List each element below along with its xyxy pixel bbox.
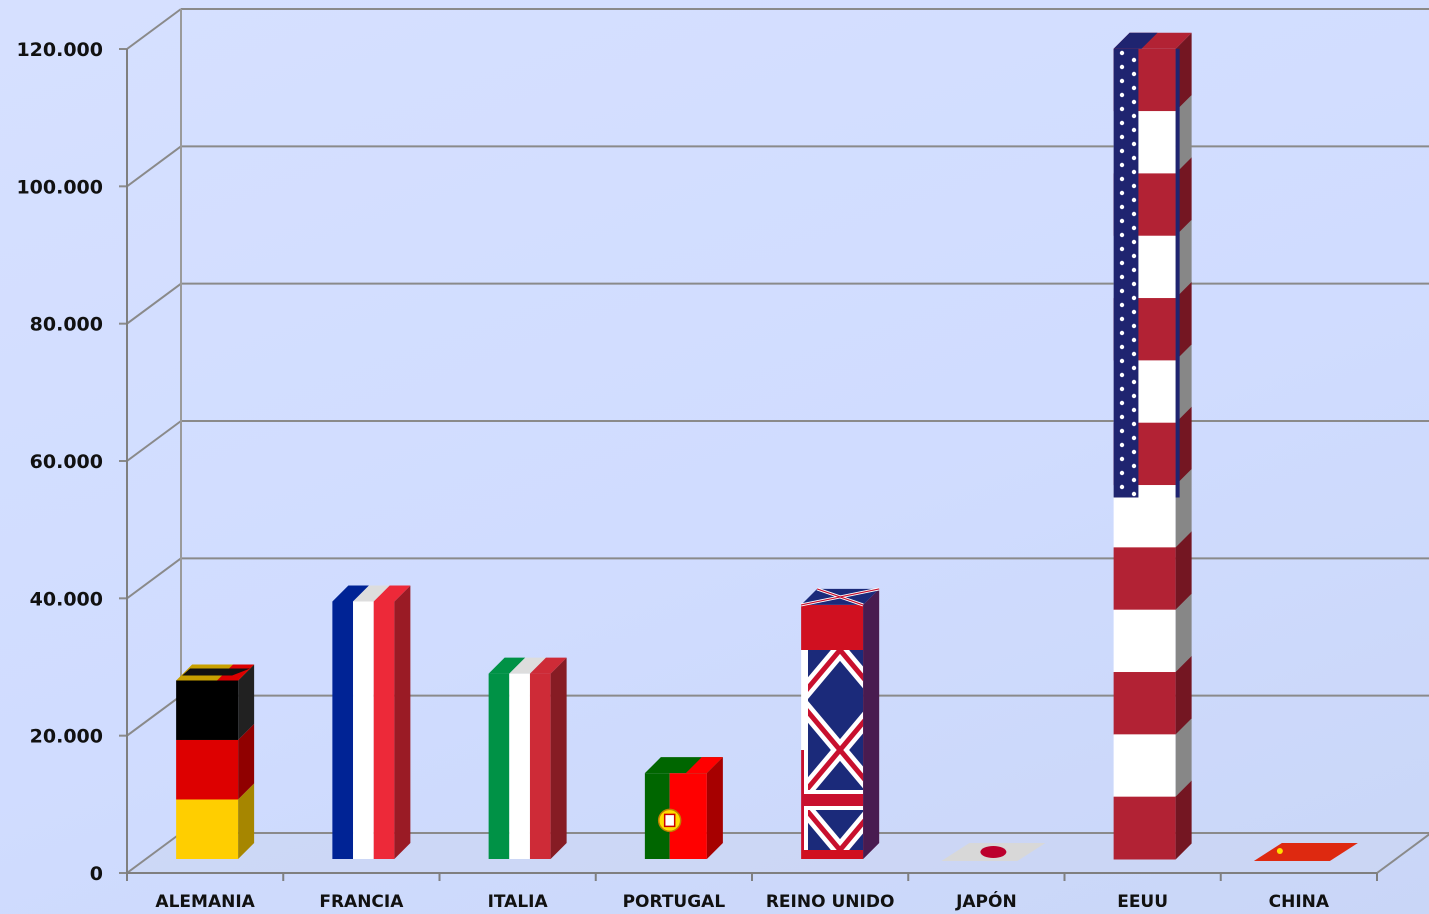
x-category-label: EEUU	[1117, 892, 1168, 912]
bar-front-stripe	[1113, 609, 1176, 673]
bar-italy	[488, 657, 567, 859]
bar-france	[332, 585, 411, 859]
bar-side-face	[706, 757, 723, 859]
bar-canton-edge	[1175, 48, 1180, 498]
gridline-side	[126, 557, 182, 600]
x-category-label: PORTUGAL	[623, 892, 726, 912]
bar-front-face	[801, 604, 864, 859]
bar-top-face	[373, 585, 411, 602]
gridlines	[126, 8, 1429, 874]
bar-front-face	[176, 799, 239, 859]
x-category-label: ALEMANIA	[155, 892, 255, 912]
bar-front-face	[332, 601, 354, 859]
x-axis-category-labels: ALEMANIA FRANCIA ITALIA PORTUGAL REINO UNIDO…	[155, 890, 1329, 912]
bar-top-face	[488, 657, 526, 674]
bar-flat-disc	[980, 846, 1007, 858]
y-axis-tick-labels: 0 20.000 40.000 60.000 80.000 100.000 120.000	[16, 39, 103, 885]
gridline-side	[126, 282, 182, 325]
y-tick-label: 100.000	[16, 176, 103, 198]
bar-front-stripe	[1113, 672, 1176, 735]
gridline-side	[126, 8, 182, 50]
bar-china	[1253, 843, 1358, 861]
bar-top-face-stripe	[182, 668, 251, 676]
axes	[119, 9, 1378, 881]
chart-floor	[127, 833, 1429, 873]
bar-canton	[1113, 48, 1139, 498]
bar-front-face	[488, 673, 510, 859]
y-tick-label: 20.000	[30, 726, 103, 748]
bar-top-face	[332, 585, 370, 602]
bar-flat-star	[1276, 848, 1283, 854]
bar-front-face	[176, 739, 239, 800]
bar-emblem-shield	[663, 813, 676, 828]
bar-side-face	[550, 657, 567, 859]
y-tick-label: 60.000	[30, 451, 103, 473]
bar-top-face	[529, 657, 567, 674]
bar-germany	[176, 664, 255, 859]
bar-top-face	[353, 585, 390, 602]
gridline-side	[126, 832, 182, 874]
bar-side-face	[1175, 593, 1192, 673]
y-tick-label: 0	[90, 863, 103, 885]
bar-side-face-overlay	[863, 588, 880, 859]
x-category-label: FRANCIA	[319, 892, 404, 912]
bar-usa	[1113, 32, 1192, 860]
x-category-label: CHINA	[1269, 892, 1330, 912]
bar-front-face	[353, 601, 374, 859]
y-tick-label: 120.000	[16, 39, 103, 61]
bar-top-face	[509, 657, 546, 674]
floor-right-edge	[1376, 833, 1429, 874]
chart-walls	[127, 833, 1429, 873]
bar-united-kingdom	[800, 587, 880, 859]
bar-front-face	[509, 673, 530, 859]
bar-top-face-accent	[685, 757, 723, 774]
bar-side-face	[1175, 780, 1192, 860]
bar-japan	[941, 843, 1046, 861]
y-tick-label: 80.000	[30, 314, 103, 336]
bar-side-face	[394, 585, 411, 859]
bar-front-face	[529, 673, 551, 859]
bar-side-face	[1175, 656, 1192, 735]
bar-top-cross-red	[801, 588, 880, 606]
bar-front-stripe	[1113, 796, 1176, 860]
bar-side-face	[238, 723, 255, 800]
gridline-side	[126, 420, 182, 462]
gridline-side	[126, 694, 182, 737]
bar-flat-face	[1253, 843, 1358, 861]
bar-side-face	[238, 783, 255, 859]
bar-side-face	[1175, 531, 1192, 611]
bars	[176, 32, 1358, 861]
bar-front-face	[176, 680, 239, 740]
y-tick-label: 40.000	[30, 588, 103, 610]
bar-front-face	[373, 601, 395, 859]
bar-front-stripe	[1113, 734, 1176, 798]
x-category-label: JAPÓN	[955, 890, 1017, 912]
x-category-label: ITALIA	[488, 892, 549, 912]
bar-top-canton	[1113, 32, 1158, 49]
bar-side-face	[238, 664, 255, 740]
bar-side-face	[1175, 718, 1192, 798]
bar-portugal	[644, 757, 723, 859]
bar-front-stripe	[1113, 547, 1176, 611]
gridline-side	[126, 145, 182, 188]
x-category-label: REINO UNIDO	[766, 892, 895, 912]
